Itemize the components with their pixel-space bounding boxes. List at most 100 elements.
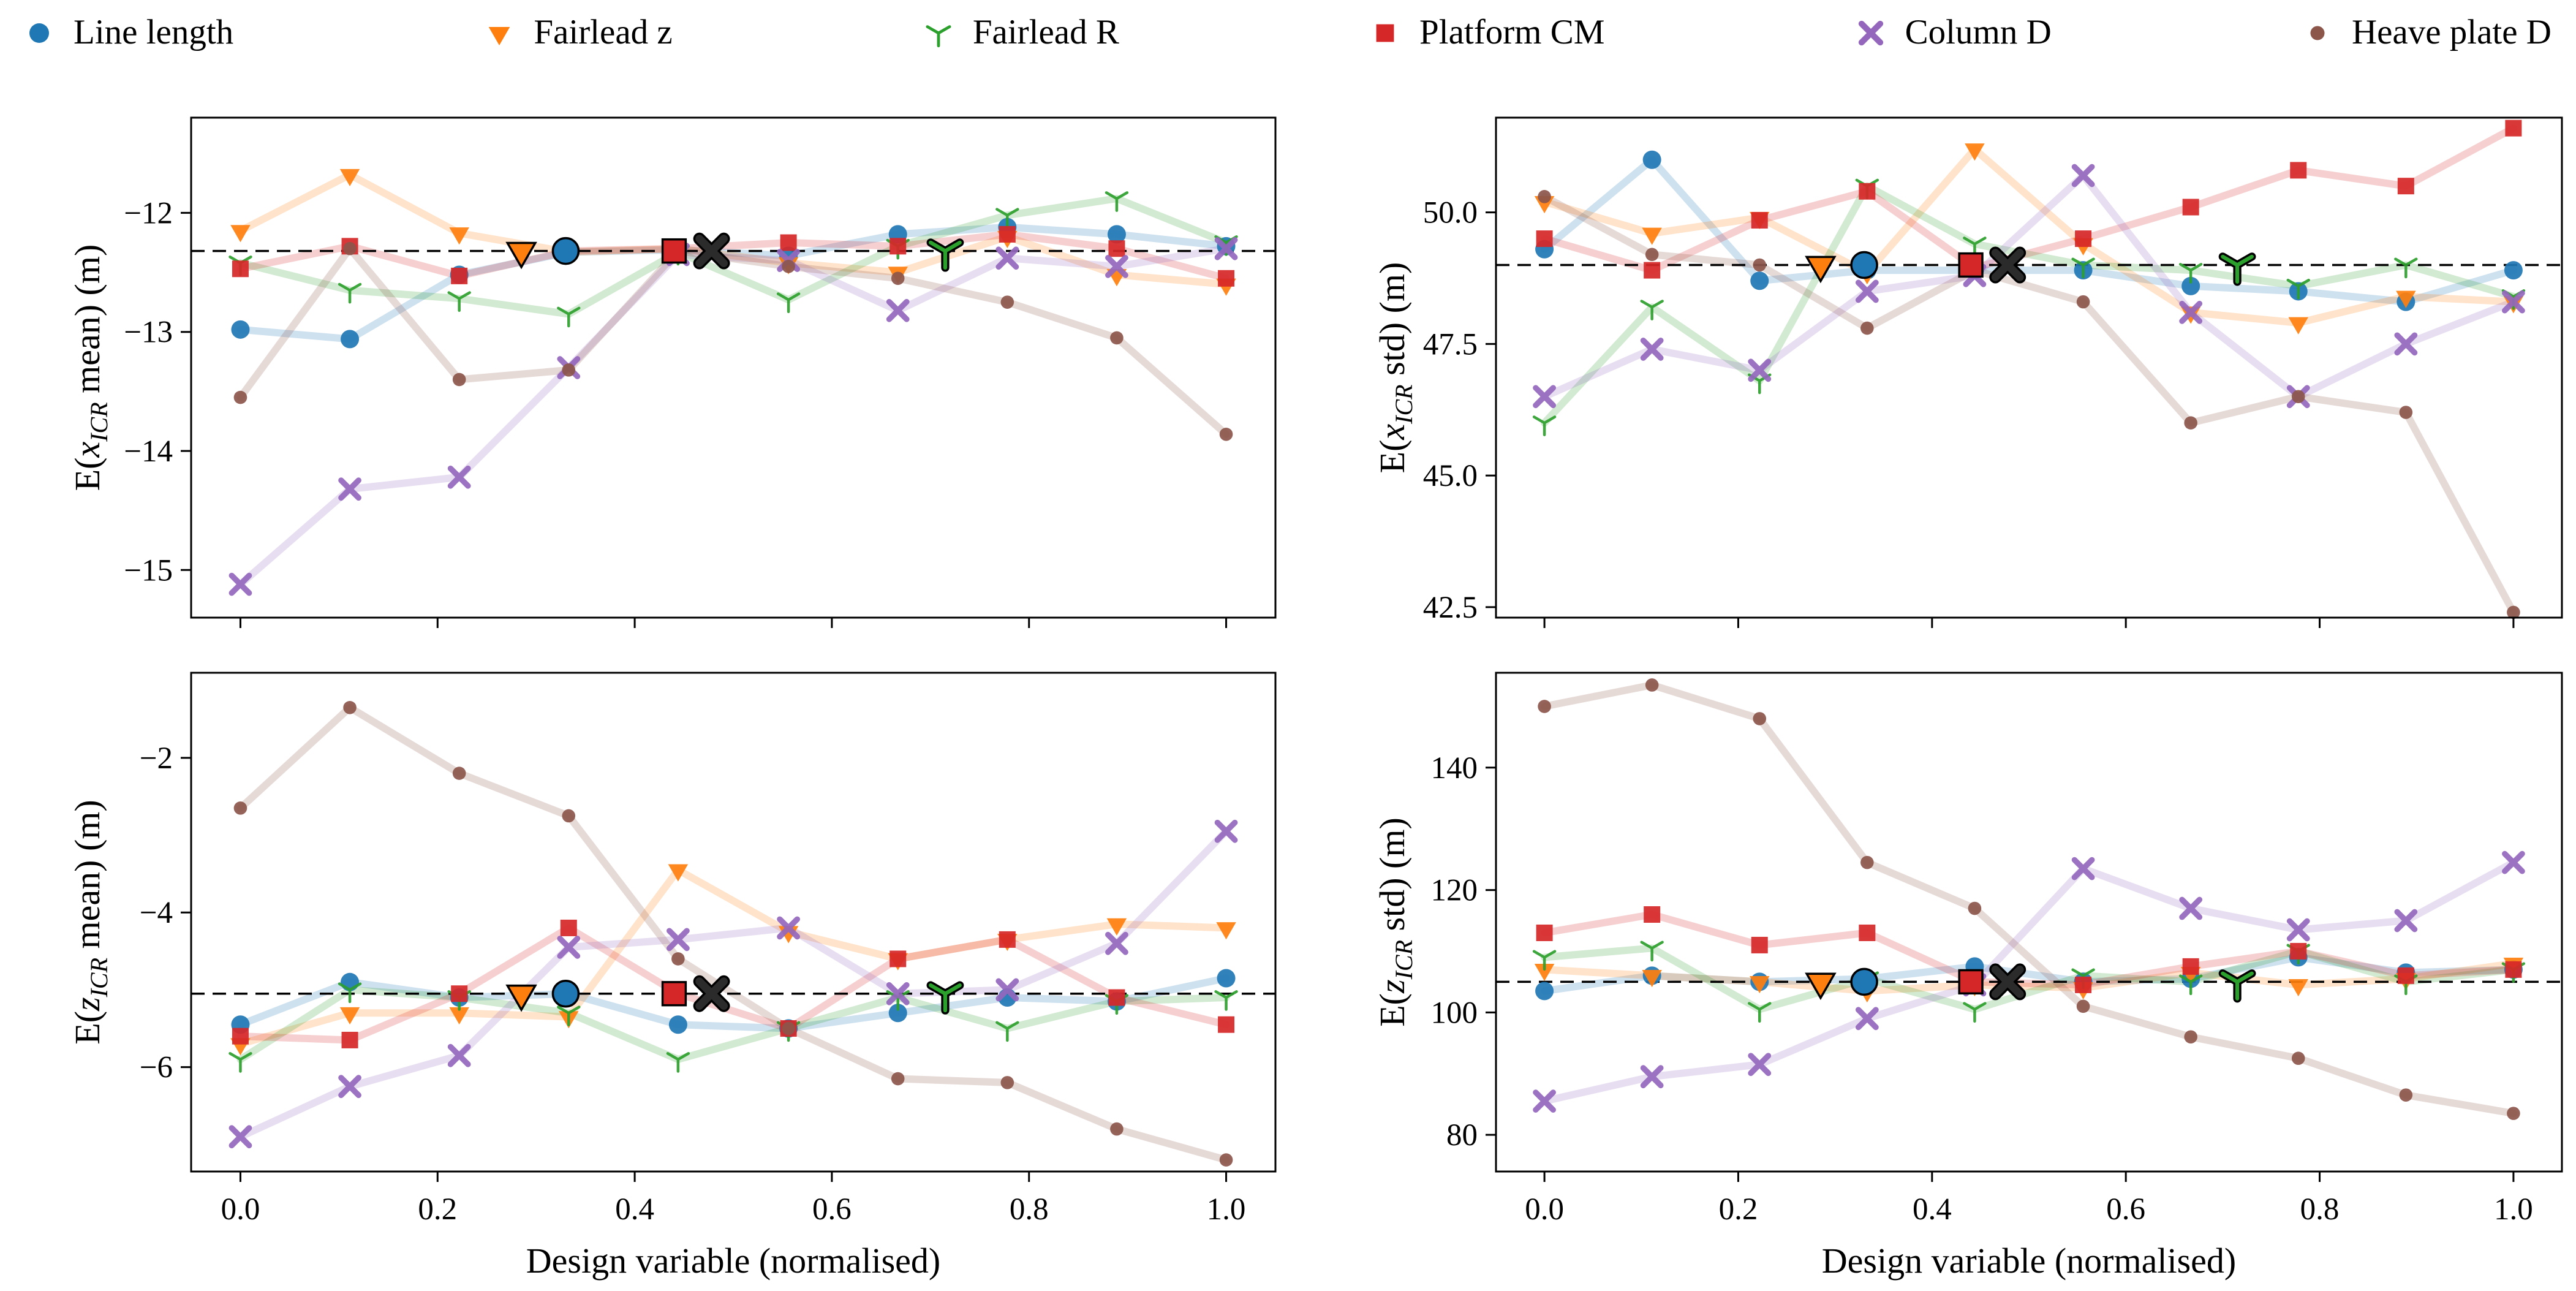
- series-line-fairlead-r: [236, 986, 1230, 1064]
- series-line-heave-plate-d: [236, 244, 1230, 438]
- series-line-platform-cm: [236, 230, 1230, 282]
- x-axis-label: Design variable (normalised): [526, 1241, 940, 1281]
- legend-item-platform-cm: Platform CM: [1369, 12, 1604, 52]
- series-line-platform-cm: [236, 924, 1230, 1044]
- series-line-line-length: [1541, 953, 2517, 995]
- subplot-x-icr-mean: −12 −13 −14 −15 E(xICR mean) (m): [67, 116, 1277, 628]
- x-tick-label: 0.4: [615, 1192, 654, 1227]
- y-axis-label: E(zICR mean) (m): [67, 800, 113, 1044]
- x-tick-label: 0.0: [221, 1192, 260, 1227]
- y-tick-label: −2: [140, 741, 173, 776]
- series-markers-heave-plate-d: [1538, 678, 2520, 1120]
- y-tick-label: 47.5: [1423, 327, 1478, 362]
- platform-cm-marker-icon: [1376, 24, 1394, 42]
- y-tick-label: −4: [140, 896, 173, 930]
- line-length-marker-icon: [29, 23, 49, 43]
- x-tick-label: 0.4: [1913, 1192, 1952, 1227]
- y-tick-label: 45.0: [1423, 459, 1478, 493]
- series-line-fairlead-r: [236, 195, 1230, 318]
- series-line-fairlead-z: [236, 866, 1230, 1048]
- baseline-design-markers: [1805, 963, 2256, 1003]
- x-tick-label: 0.6: [812, 1192, 852, 1227]
- series-line-line-length: [236, 974, 1230, 1032]
- legend-item-column-d: Column D: [1855, 12, 2052, 52]
- series-line-platform-cm: [1541, 911, 2517, 989]
- series-line-column-d: [1541, 858, 2517, 1105]
- series-lines: [1541, 681, 2517, 1118]
- series-markers-heave-plate-d: [233, 700, 1233, 1167]
- plot-frame: [1495, 672, 2563, 1173]
- x-tick-label: 1.0: [2494, 1192, 2533, 1227]
- baseline-design-markers: [1805, 246, 2256, 286]
- legend-item-label: Column D: [1905, 12, 2052, 51]
- legend-item-label: Fairlead R: [972, 12, 1119, 51]
- x-tick-label: 0.2: [1719, 1192, 1758, 1227]
- legend-item-fairlead-r: Fairlead R: [923, 12, 1119, 52]
- series-line-column-d: [236, 827, 1230, 1141]
- heave-plate-d-marker-icon: [2310, 26, 2325, 40]
- series-line-heave-plate-d: [1541, 681, 2517, 1118]
- series-line-fairlead-z: [1541, 960, 2517, 995]
- series-line-line-length: [1541, 156, 2517, 306]
- y-tick-label: 50.0: [1423, 196, 1478, 230]
- x-tick-label: 0.6: [2106, 1192, 2145, 1227]
- y-tick-label: −6: [140, 1051, 173, 1085]
- y-tick-label: 140: [1431, 751, 1478, 786]
- series-line-platform-cm: [1541, 124, 2517, 274]
- series-line-column-d: [1541, 172, 2517, 401]
- x-tick-label: 0.0: [1525, 1192, 1564, 1227]
- y-tick-label: 42.5: [1423, 591, 1478, 625]
- legend-item-heave-plate-d: Heave plate D: [2302, 12, 2551, 52]
- series-line-column-d: [236, 244, 1230, 588]
- x-tick-label: 0.8: [2300, 1192, 2340, 1227]
- y-axis-ticks: 140 120 100 80: [1431, 751, 1496, 1153]
- series-lines: [236, 703, 1230, 1164]
- y-axis-ticks: −2 −4 −6: [140, 741, 191, 1085]
- series-markers-heave-plate-d: [233, 241, 1233, 441]
- legend-item-label: Platform CM: [1419, 12, 1605, 51]
- series-line-fairlead-r: [1541, 182, 2517, 427]
- plot-frame: [190, 116, 1277, 619]
- legend: Line length Fairlead z Fairlead R Platform …: [23, 2, 2551, 61]
- fairlead-z-marker-icon: [489, 27, 510, 45]
- y-axis-label: E(zICR std) (m): [1372, 817, 1418, 1027]
- y-axis-label: E(xICR mean) (m): [67, 244, 113, 491]
- legend-item-label: Fairlead z: [534, 12, 673, 51]
- series-lines: [1541, 124, 2517, 616]
- series-markers-column-d: [1533, 850, 2525, 1113]
- y-tick-label: 120: [1431, 874, 1478, 908]
- y-tick-label: −14: [124, 434, 173, 469]
- series-lines: [236, 171, 1230, 588]
- subplot-x-icr-std: 50.0 47.5 45.0 42.5 E(xICR std) (m): [1372, 116, 2563, 628]
- x-axis-ticks: [239, 618, 1228, 628]
- series-line-line-length: [236, 223, 1230, 343]
- series-line-fairlead-r: [1541, 944, 2517, 1013]
- x-tick-label: 1.0: [1207, 1192, 1246, 1227]
- x-tick-label: 0.2: [418, 1192, 457, 1227]
- y-axis-label: E(xICR std) (m): [1372, 262, 1418, 474]
- subplot-z-icr-mean: −2 −4 −6 0.0 0.2 0.4 0.6 0.8 1.0 E(zICR mean) (m)…: [67, 672, 1277, 1281]
- y-tick-label: 100: [1431, 996, 1478, 1030]
- plot-frame: [1495, 116, 2563, 619]
- y-tick-label: −15: [124, 553, 173, 588]
- plot-frame: [190, 672, 1277, 1173]
- x-axis-ticks: 0.0 0.2 0.4 0.6 0.8 1.0: [221, 1172, 1246, 1227]
- subplot-z-icr-std: 140 120 100 80 0.0 0.2 0.4 0.6 0.8 1.0 E(zICR std)…: [1372, 672, 2563, 1281]
- fairlead-r-marker-icon: [926, 25, 951, 48]
- baseline-design-markers: [505, 232, 964, 272]
- legend-item-label: Heave plate D: [2351, 12, 2551, 51]
- legend-item-label: Line length: [74, 12, 234, 51]
- series-line-fairlead-z: [1541, 145, 2517, 327]
- x-axis-label: Design variable (normalised): [1822, 1241, 2236, 1281]
- legend-item-line-length: Line length: [23, 12, 233, 52]
- column-d-marker-icon: [1858, 20, 1883, 46]
- legend-item-fairlead-z: Fairlead z: [483, 12, 673, 52]
- series-markers-column-d: [229, 819, 1238, 1149]
- x-tick-label: 0.8: [1010, 1192, 1049, 1227]
- series-line-fairlead-z: [236, 171, 1230, 288]
- y-tick-label: −13: [124, 316, 173, 350]
- x-axis-ticks: [1543, 618, 2515, 628]
- series-line-heave-plate-d: [1541, 192, 2517, 616]
